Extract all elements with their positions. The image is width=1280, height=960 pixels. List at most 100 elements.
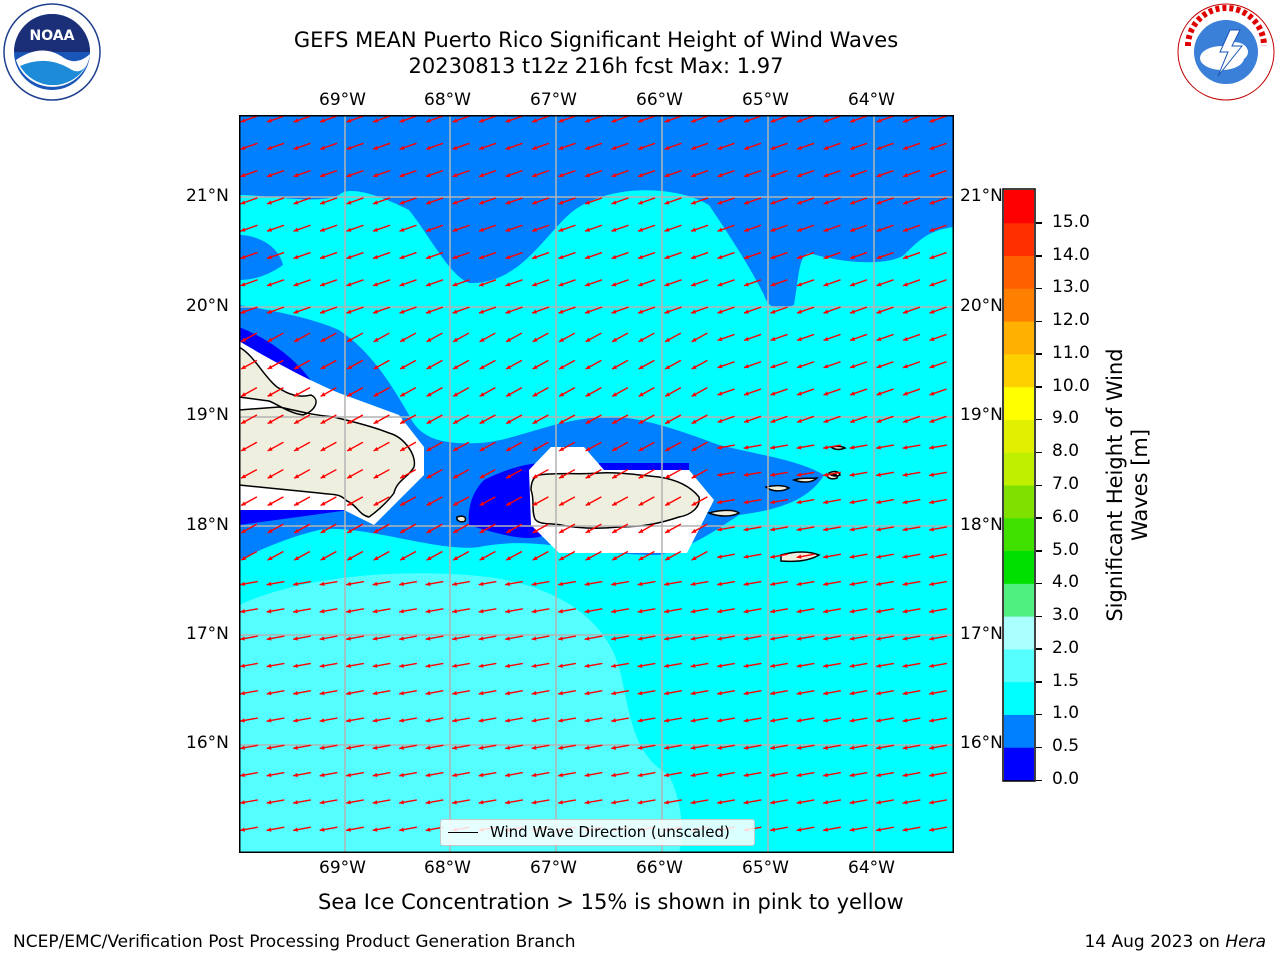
wave-direction-arrowhead bbox=[770, 200, 776, 205]
wave-direction-arrowhead bbox=[479, 337, 485, 342]
wave-direction-arrowhead bbox=[903, 418, 908, 423]
wave-direction-arrowhead bbox=[294, 474, 300, 479]
wave-direction-arrowhead bbox=[743, 445, 749, 450]
wave-direction-arrowhead bbox=[770, 581, 775, 587]
wave-direction-arrowhead bbox=[240, 772, 245, 778]
wave-direction-arrowhead bbox=[346, 690, 351, 696]
wave-direction-arrowhead bbox=[717, 173, 723, 178]
wave-direction-arrowhead bbox=[426, 392, 432, 397]
lon-label-bottom: 65°W bbox=[742, 858, 789, 878]
wave-direction-arrowhead bbox=[425, 690, 431, 696]
wave-direction-arrowhead bbox=[347, 337, 353, 342]
colorbar-tick-mark bbox=[1036, 713, 1042, 716]
wave-direction-arrowhead bbox=[717, 772, 722, 778]
colorbar-tick-label: 1.5 bbox=[1052, 670, 1080, 691]
wave-direction-arrowhead bbox=[902, 499, 908, 505]
wave-direction-arrowhead bbox=[902, 772, 908, 778]
wave-direction-arrowhead bbox=[399, 581, 404, 587]
wave-direction-arrowhead bbox=[849, 745, 855, 750]
wave-direction-arrowhead bbox=[638, 227, 643, 232]
wave-direction-arrowhead bbox=[611, 227, 617, 232]
wave-direction-arrowhead bbox=[399, 718, 404, 723]
wave-direction-arrowhead bbox=[876, 309, 882, 314]
wave-direction-arrowhead bbox=[506, 446, 512, 451]
wave-direction-arrowhead bbox=[638, 446, 644, 451]
wave-direction-arrowhead bbox=[399, 745, 404, 750]
wave-direction-arrowhead bbox=[584, 663, 590, 668]
wave-direction-arrowhead bbox=[453, 528, 459, 533]
wave-direction-arrowhead bbox=[452, 254, 458, 260]
wave-direction-arrowhead bbox=[638, 200, 643, 205]
wave-direction-arrowhead bbox=[638, 364, 644, 370]
wave-direction-arrowhead bbox=[478, 609, 484, 614]
wave-direction-arrowhead bbox=[505, 282, 511, 287]
wave-direction-arrowhead bbox=[849, 609, 855, 614]
wave-direction-arrowhead bbox=[505, 800, 510, 805]
wave-direction-arrowhead bbox=[903, 391, 908, 396]
wave-direction-arrowhead bbox=[584, 745, 590, 750]
wave-direction-arrowhead bbox=[770, 118, 776, 123]
map-legend: Wind Wave Direction (unscaled) bbox=[440, 819, 755, 846]
wave-direction-arrowhead bbox=[558, 745, 563, 750]
wave-direction-arrowhead bbox=[266, 581, 272, 587]
wave-direction-arrowhead bbox=[823, 200, 829, 205]
wave-direction-arrowhead bbox=[717, 609, 722, 614]
wave-direction-arrowhead bbox=[876, 636, 881, 641]
chart-subtitle: 20230813 t12z 216h fcst Max: 1.97 bbox=[408, 54, 784, 78]
wave-direction-arrowhead bbox=[346, 609, 351, 614]
wave-direction-arrowhead bbox=[293, 581, 298, 587]
wave-direction-arrowhead bbox=[478, 772, 484, 778]
wave-direction-arrowhead bbox=[611, 309, 617, 314]
wave-direction-arrowhead bbox=[611, 772, 616, 778]
wave-direction-arrowhead bbox=[902, 745, 908, 750]
wave-direction-arrowhead bbox=[241, 501, 247, 506]
wave-direction-arrowhead bbox=[717, 499, 722, 505]
wave-direction-arrowhead bbox=[796, 581, 802, 587]
wave-direction-arrowhead bbox=[319, 827, 325, 832]
wave-direction-arrowhead bbox=[399, 254, 405, 260]
wave-direction-arrowhead bbox=[346, 772, 351, 778]
wave-direction-arrowhead bbox=[373, 254, 378, 260]
wave-direction-arrowhead bbox=[241, 392, 247, 397]
colorbar-tick-mark bbox=[1036, 287, 1042, 290]
wave-direction-arrowhead bbox=[532, 337, 538, 342]
wave-direction-arrowhead bbox=[293, 227, 299, 232]
colorbar-tick-label: 11.0 bbox=[1052, 342, 1090, 363]
colorbar-tick-label: 7.0 bbox=[1052, 474, 1080, 494]
wave-direction-arrowhead bbox=[532, 309, 537, 314]
wave-direction-arrowhead bbox=[612, 501, 618, 506]
wave-direction-arrowhead bbox=[320, 145, 325, 150]
wave-direction-arrowhead bbox=[691, 446, 697, 451]
wave-direction-arrowhead bbox=[612, 556, 618, 561]
wave-direction-arrowhead bbox=[294, 392, 300, 397]
wave-direction-arrowhead bbox=[717, 745, 722, 750]
colorbar-tick-label: 0.5 bbox=[1052, 736, 1080, 757]
wave-direction-arrowhead bbox=[320, 254, 325, 260]
wave-direction-arrowhead bbox=[770, 636, 775, 641]
wave-direction-arrowhead bbox=[585, 118, 590, 123]
wave-direction-arrowhead bbox=[372, 718, 378, 723]
wave-direction-arrowhead bbox=[902, 581, 908, 587]
wave-direction-arrowhead bbox=[319, 609, 325, 614]
wave-direction-arrowhead bbox=[400, 501, 406, 506]
colorbar-tick-mark bbox=[1036, 746, 1042, 749]
wave-direction-arrowhead bbox=[479, 528, 485, 533]
wave-direction-arrowhead bbox=[373, 309, 378, 314]
wave-direction-arrowhead bbox=[849, 581, 855, 587]
wave-direction-arrowhead bbox=[425, 800, 431, 805]
wave-direction-arrowhead bbox=[532, 528, 538, 533]
wave-direction-arrowhead bbox=[320, 364, 326, 370]
wave-direction-arrowhead bbox=[903, 200, 908, 205]
wave-direction-arrowhead bbox=[611, 745, 616, 750]
wave-direction-arrowhead bbox=[797, 173, 802, 178]
wave-direction-arrowhead bbox=[346, 227, 352, 232]
wave-direction-arrowhead bbox=[240, 227, 246, 232]
wave-direction-arrowhead bbox=[267, 309, 272, 314]
wave-direction-arrowhead bbox=[664, 745, 669, 750]
wave-direction-arrowhead bbox=[294, 501, 300, 506]
wave-direction-arrowhead bbox=[531, 718, 537, 723]
wave-direction-arrowhead bbox=[373, 419, 379, 424]
wave-direction-arrowhead bbox=[399, 609, 404, 614]
wave-direction-arrowhead bbox=[426, 282, 431, 287]
wave-direction-arrowhead bbox=[585, 309, 590, 314]
